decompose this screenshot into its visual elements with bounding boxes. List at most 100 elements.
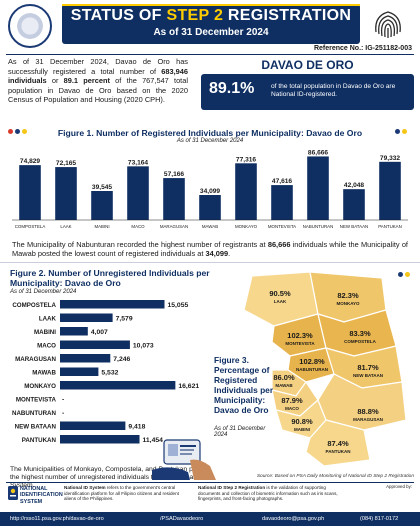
bar-monkayo (235, 163, 257, 220)
bar-new-bataan (343, 189, 365, 220)
registration-highlight-box: 89.1% of the total population in Davao d… (201, 74, 414, 110)
category-label: LAAK (60, 224, 71, 229)
bar-maragusan (60, 354, 111, 363)
bar-value-label: 86,666 (308, 149, 329, 156)
facebook-link[interactable]: /PSADavaodeoro (160, 516, 204, 522)
bar-compostela (19, 165, 41, 220)
bar-value-label: - (62, 410, 64, 417)
bar-mawab (60, 367, 99, 376)
website-link[interactable]: http://rsso11.psa.gov.ph/davao-de-oro (10, 516, 104, 522)
map-name-nabunturan: NABUNTURAN (296, 367, 328, 372)
bar-value-label: 34,099 (200, 188, 221, 195)
intro-paragraph: As of 31 December 2024, Davao de Oro has… (8, 57, 188, 105)
bar-value-label: 39,545 (92, 184, 113, 191)
bar-value-label: 77,316 (236, 156, 257, 163)
bar-laak (55, 167, 77, 220)
category-label: MONTEVISTA (268, 224, 296, 229)
bar-value-label: 15,055 (167, 302, 188, 309)
bar-value-label: 57,166 (164, 171, 185, 178)
map-name-compostela: COMPOSTELA (344, 339, 377, 344)
bar-value-label: 10,073 (133, 343, 154, 350)
bar-mawab (199, 194, 221, 220)
map-name-mawab: MAWAB (275, 383, 293, 388)
figure-1: Figure 1. Number of Registered Individua… (6, 126, 414, 266)
page-title: STATUS OF STEP 2 REGISTRATION (70, 7, 352, 24)
email-link[interactable]: davaodeoro@psa.gov.ph (262, 516, 325, 522)
bar-compostela (60, 300, 165, 309)
map-pct-maragusan: 88.8% (357, 407, 379, 416)
bar-mabini (91, 191, 113, 220)
map-pct-mawab: 86.0% (273, 373, 295, 382)
category-label: MONKAYO (24, 383, 56, 390)
figure-1-bar-chart: 74,829 COMPOSTELA 72,165 LAAK 39,545 MABINI 73… (12, 149, 408, 229)
figure-2-bar-chart: COMPOSTELA 15,055 LAAK 7,579 MABINI 4,007 MACO… (12, 300, 199, 444)
category-label: PANTUKAN (22, 437, 57, 444)
bar-value-label: 79,332 (380, 155, 401, 162)
approved-by: Approved by: (386, 484, 412, 489)
bar-value-label: 73,164 (128, 159, 149, 166)
bar-montevista (271, 185, 293, 220)
map-region-nabunturan (287, 347, 335, 383)
category-label: MAWAB (202, 224, 218, 229)
map-pct-nabunturan: 102.8% (299, 357, 325, 366)
reference-number: Reference No.: IG-251182-003 (313, 45, 412, 52)
figure-2-note: The Municipalities of Monkayo, Compostel… (10, 466, 210, 489)
bar-value-label: 5,532 (101, 370, 118, 377)
registration-percent-text: of the total population in Davao de Oro … (271, 83, 396, 99)
title-banner (62, 4, 360, 44)
figure-3-title: Figure 3. Percentage of Registered Indiv… (214, 355, 274, 415)
map-name-pantukan: PANTUKAN (326, 449, 351, 454)
category-label: NEW BATAAN (15, 424, 57, 431)
map-name-montevista: MONTEVISTA (285, 341, 315, 346)
category-label: MONTEVISTA (16, 397, 57, 404)
province-map: 90.5% LAAK 82.3% MONKAYO 102.3% MONTEVIS… (243, 271, 407, 467)
bar-value-label: 16,621 (178, 383, 199, 390)
figure-1-note: The Municipality of Nabunturan recorded … (12, 240, 408, 258)
figure-3-source: Source: Based on PSA Daily Monitoring of… (256, 474, 414, 479)
national-id-logo-icon (8, 486, 18, 500)
bar-value-label: 11,454 (143, 437, 164, 444)
bar-value-label: 4,007 (91, 329, 108, 336)
id-card-illustration (152, 439, 216, 480)
registration-percent: 89.1% (209, 80, 255, 97)
category-label: MARAGUSAN (15, 356, 56, 363)
decor-dots (8, 121, 29, 134)
page-subtitle: As of 31 December 2024 (153, 27, 269, 38)
category-label: MAWAB (32, 370, 56, 377)
figure-2-title: Figure 2. Number of Unregistered Individ… (10, 268, 210, 288)
figure-1-subtitle: As of 31 December 2024 (176, 138, 244, 144)
map-pct-monkayo: 82.3% (337, 291, 359, 300)
bar-value-label: 7,246 (113, 356, 130, 363)
bar-laak (60, 313, 113, 322)
footer: NATIONAL IDENTIFICATION SYSTEM National … (0, 480, 420, 530)
map-pct-new-bataan: 81.7% (357, 363, 379, 372)
map-name-monkayo: MONKAYO (336, 301, 360, 306)
category-label: MARAGUSAN (160, 224, 188, 229)
bar-monkayo (60, 381, 176, 390)
map-name-maragusan: MARAGUSAN (353, 417, 383, 422)
category-label: COMPOSTELA (15, 224, 46, 229)
figure-3-subtitle: As of 31 December 2024 (214, 426, 266, 438)
contact-bar: http://rsso11.psa.gov.ph/davao-de-oro /P… (0, 512, 420, 526)
map-pct-montevista: 102.3% (287, 331, 313, 340)
map-name-mabini: MABINI (294, 427, 310, 432)
bar-value-label: 47,616 (272, 178, 293, 185)
bar-maco (127, 166, 149, 220)
map-name-laak: LAAK (274, 299, 287, 304)
decor-dots (398, 264, 412, 277)
bar-pantukan (379, 161, 401, 220)
category-label: MONKAYO (235, 224, 258, 229)
category-label: MACO (131, 224, 145, 229)
map-name-maco: MACO (285, 406, 299, 411)
map-pct-maco: 87.9% (281, 396, 303, 405)
bar-value-label: 74,829 (20, 158, 41, 165)
map-pct-pantukan: 87.4% (327, 439, 349, 448)
map-name-new-bataan: NEW BATAAN (353, 373, 383, 378)
bar-value-label: 9,418 (128, 424, 145, 431)
footer-info (6, 482, 414, 510)
bar-nabunturan (307, 156, 329, 220)
category-label: NEW BATAAN (340, 224, 368, 229)
category-label: MABINI (34, 329, 56, 336)
bar-maco (60, 340, 130, 349)
category-label: MABINI (94, 224, 109, 229)
